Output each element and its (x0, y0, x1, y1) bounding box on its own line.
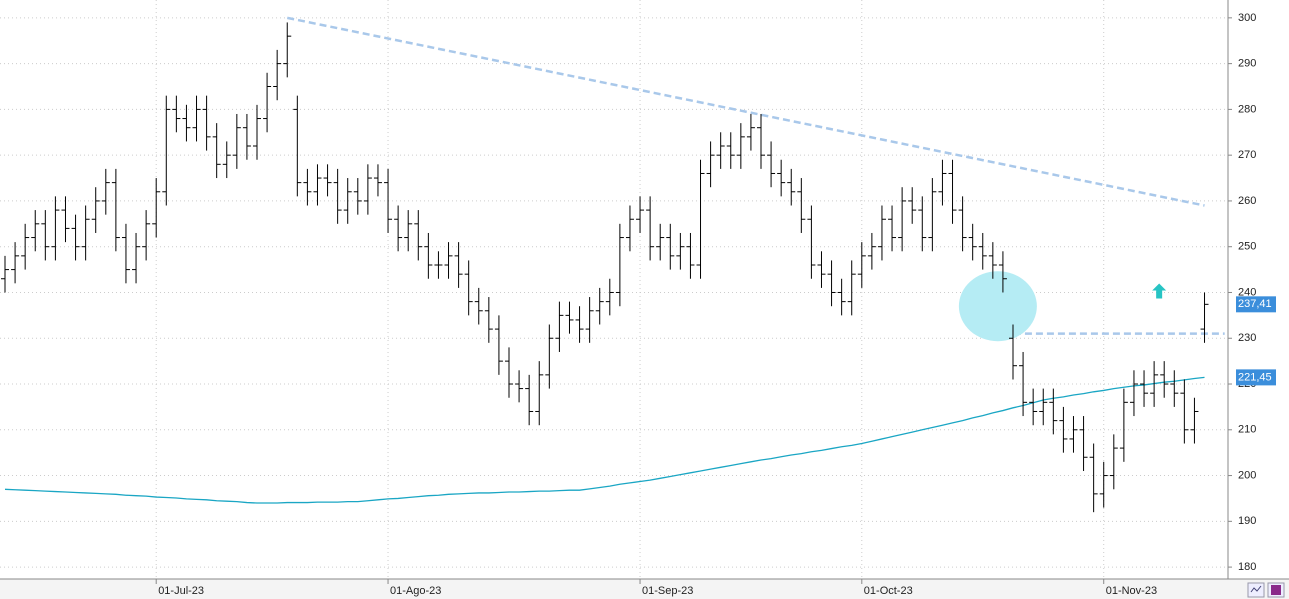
last-value-box (1236, 296, 1276, 313)
y-tick-label: 260 (1238, 195, 1256, 207)
y-tick-label: 290 (1238, 58, 1256, 70)
x-tick-label: 01-Nov-23 (1106, 585, 1157, 597)
y-tick-label: 300 (1238, 12, 1256, 24)
x-tick-label: 01-Oct-23 (864, 585, 913, 597)
zoom-icon (1250, 585, 1262, 593)
x-tick-label: 01-Jul-23 (158, 585, 204, 597)
highlight-circle (958, 271, 1037, 342)
y-tick-label: 190 (1238, 515, 1256, 527)
trendline (286, 16, 1205, 207)
x-tick-label: 01-Ago-23 (390, 585, 441, 597)
y-tick-label: 280 (1238, 103, 1256, 115)
x-tick-label: 01-Sep-23 (642, 585, 693, 597)
y-tick-label: 180 (1238, 561, 1256, 573)
y-tick-label: 270 (1238, 149, 1256, 161)
y-tick-label: 200 (1238, 469, 1256, 481)
last-value-label: 221,45 (1238, 371, 1272, 383)
arrow-up (1152, 283, 1167, 299)
last-value-box (1236, 369, 1276, 386)
x-axis-band (0, 579, 1289, 599)
y-tick-label: 240 (1238, 286, 1256, 298)
y-tick-label: 210 (1238, 424, 1256, 436)
y-tick-label: 250 (1238, 241, 1256, 253)
last-value-label: 237,41 (1238, 298, 1272, 310)
save-icon (1271, 585, 1281, 595)
moving-average-line (4, 376, 1205, 504)
y-tick-label: 230 (1238, 332, 1256, 344)
plot-layer (0, 0, 1228, 579)
